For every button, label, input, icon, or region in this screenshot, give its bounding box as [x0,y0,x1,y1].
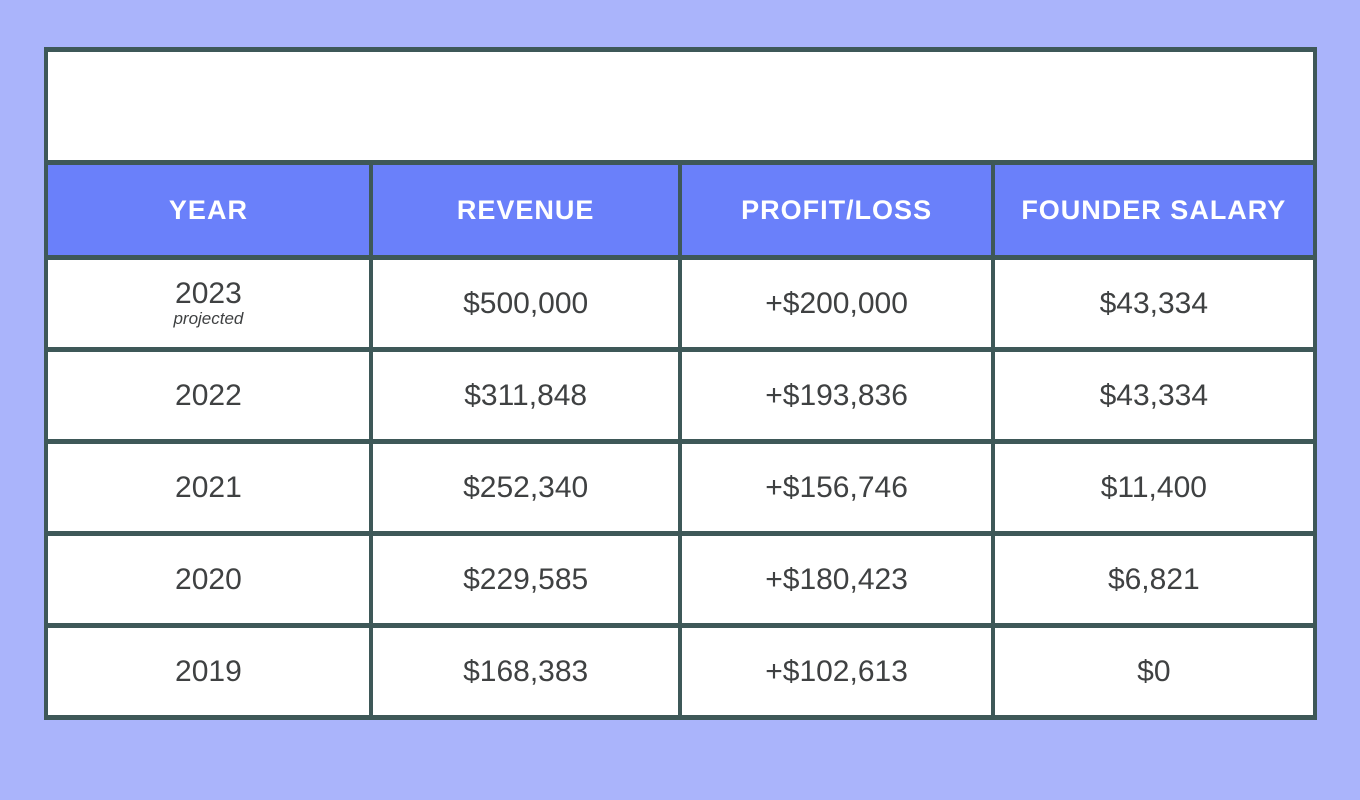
money-metrics-table: MONEY METRICS YEAR REVENUE PROFIT/LOSS F… [44,47,1318,720]
cell-year: 2021 [44,439,373,536]
cell-profit-loss: +$200,000 [678,255,995,352]
table-row-2021: 2021 $252,340 +$156,746 $11,400 [44,439,1318,536]
cell-revenue: $229,585 [368,531,683,628]
cell-founder-salary: $43,334 [990,255,1318,352]
cell-year: 2023 projected [44,255,373,352]
table-row-2022: 2022 $311,848 +$193,836 $43,334 [44,347,1318,444]
cell-founder-salary: $0 [990,623,1318,720]
cell-revenue: $500,000 [368,255,683,352]
title-row: MONEY METRICS [44,47,1317,165]
cell-year: 2022 [44,347,373,444]
cell-profit-loss: +$193,836 [678,347,995,444]
cell-founder-salary: $43,334 [990,347,1318,444]
cell-profit-loss: +$156,746 [678,439,995,536]
cell-profit-loss: +$180,423 [678,531,995,628]
cell-year: 2019 [44,623,373,720]
column-header-founder-salary: FOUNDER SALARY [990,160,1318,260]
table-row-2019: 2019 $168,383 +$102,613 $0 [44,623,1318,720]
projected-note: projected [173,308,244,328]
column-header-year: YEAR [44,160,373,260]
cell-founder-salary: $6,821 [990,531,1318,628]
column-header-revenue: REVENUE [368,160,683,260]
column-header-profit-loss: PROFIT/LOSS [678,160,995,260]
cell-founder-salary: $11,400 [990,439,1318,536]
column-header-row: YEAR REVENUE PROFIT/LOSS FOUNDER SALARY [44,160,1318,260]
cell-revenue: $168,383 [368,623,683,720]
table-row-2023: 2023 projected $500,000 +$200,000 $43,33… [44,255,1318,352]
table-title: MONEY METRICS [44,47,1317,165]
cell-profit-loss: +$102,613 [678,623,995,720]
year-value: 2023 [175,277,242,311]
money-metrics-infographic: MONEY METRICS YEAR REVENUE PROFIT/LOSS F… [44,47,1318,720]
cell-revenue: $311,848 [368,347,683,444]
table-row-2020: 2020 $229,585 +$180,423 $6,821 [44,531,1318,628]
cell-revenue: $252,340 [368,439,683,536]
cell-year: 2020 [44,531,373,628]
